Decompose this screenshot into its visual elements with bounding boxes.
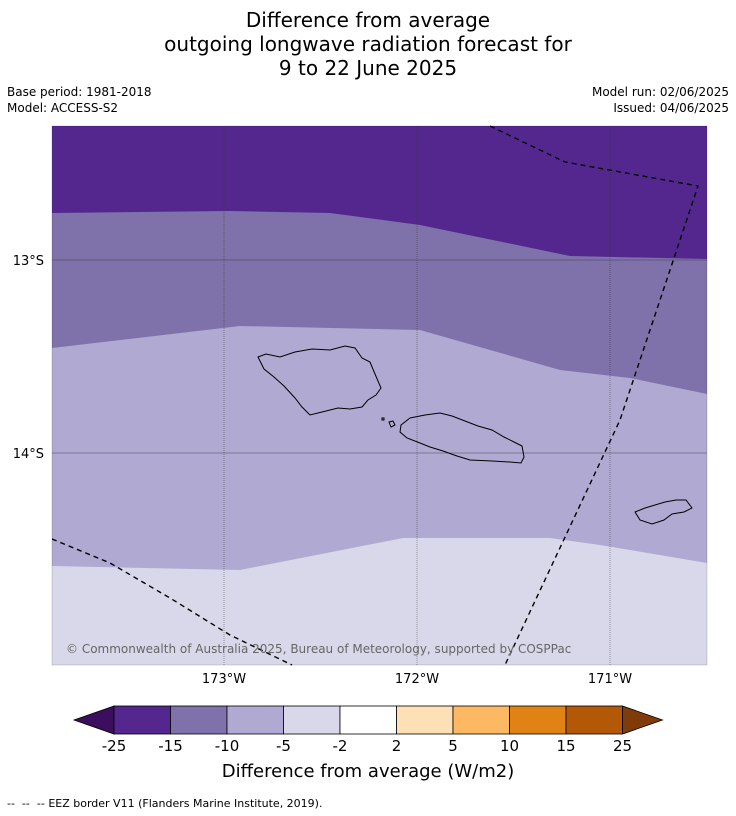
base-period: Base period: 1981-2018: [7, 85, 152, 99]
lon-label-173w: 173°W: [202, 672, 246, 687]
colorbar-bin: [452, 705, 510, 735]
lat-label-14s: 14°S: [13, 447, 44, 462]
map-frame: [51, 125, 708, 666]
colorbar-bin: [509, 705, 567, 735]
upolu-island: [399, 412, 525, 464]
title-line-3: 9 to 22 June 2025: [278, 56, 458, 80]
lon-label-172w: 172°W: [395, 672, 439, 687]
colorbar-tick-label: 5: [448, 737, 458, 755]
colorbar-bin: [396, 705, 454, 735]
colorbar-tick-label: -5: [276, 737, 291, 755]
colorbar-bin: [113, 705, 171, 735]
colorbar-bin: [339, 705, 397, 735]
chart-title: Difference from average outgoing longwav…: [0, 8, 736, 80]
model-run: Model run: 02/06/2025: [591, 85, 729, 99]
tutuila-island: [634, 499, 693, 525]
eez-legend-symbol: -- -- --: [7, 797, 45, 810]
colorbar-tick-label: -25: [102, 737, 127, 755]
colorbar-bin: [565, 705, 623, 735]
colorbar-bin: [283, 705, 341, 735]
colorbar: -25 -15 -10 -5 -2 2 5 10 15 25: [72, 705, 664, 755]
apolima-island: [381, 417, 385, 421]
colorbar-title: Difference from average (W/m2): [221, 761, 515, 782]
colorbar-tick-label: -15: [158, 737, 183, 755]
manono-island: [388, 420, 396, 428]
issued-date: Issued: 04/06/2025: [613, 101, 729, 115]
colorbar-tick-label: 2: [392, 737, 402, 755]
colorbar-tick-label: 15: [556, 737, 575, 755]
colorbar-extend-high: [622, 705, 664, 735]
coastlines: [257, 345, 693, 525]
title-line-1: Difference from average: [245, 8, 491, 32]
model-name: Model: ACCESS-S2: [7, 101, 119, 115]
band-dark: [52, 126, 707, 259]
colorbar-tick-label: 25: [613, 737, 632, 755]
title-line-2: outgoing longwave radiation forecast for: [164, 32, 572, 56]
lon-label-171w: 171°W: [588, 672, 632, 687]
eez-legend-text: EEZ border V11 (Flanders Marine Institut…: [48, 797, 323, 810]
colorbar-bin: [170, 705, 228, 735]
colorbar-extend-low: [72, 705, 115, 735]
lat-label-13s: 13°S: [13, 254, 44, 269]
meta-left: Base period: 1981-2018 Model: ACCESS-S2: [7, 84, 152, 116]
eez-line-northeast: [489, 125, 699, 666]
copyright-notice: © Commonwealth of Australia 2025, Bureau…: [66, 642, 571, 656]
meta-right: Model run: 02/06/2025 Issued: 04/06/2025: [592, 84, 729, 116]
eez-line-southwest: [51, 538, 293, 666]
eez-footnote: -- -- -- EEZ border V11 (Flanders Marine…: [7, 797, 322, 810]
eez-border: [51, 125, 699, 666]
colorbar-tick-label: -2: [333, 737, 348, 755]
graticule: [52, 126, 707, 665]
savaii-island: [257, 345, 382, 416]
olr-anomaly-bands: [52, 126, 707, 665]
colorbar-tick-label: 10: [500, 737, 519, 755]
colorbar-tick-label: -10: [215, 737, 240, 755]
colorbar-bin: [226, 705, 284, 735]
